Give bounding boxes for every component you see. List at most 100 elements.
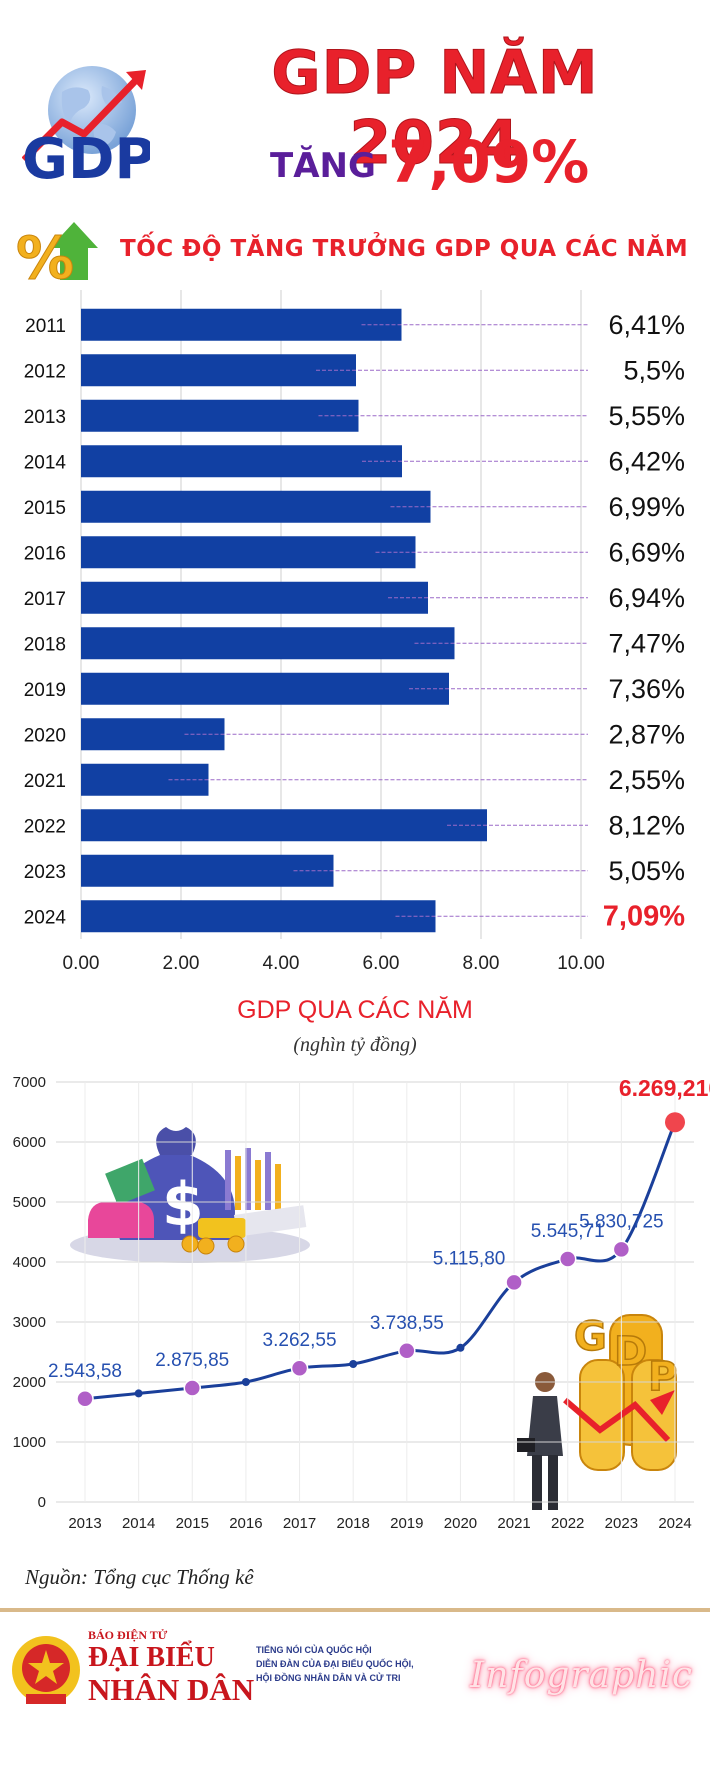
- bar-category-label: 2016: [24, 543, 66, 564]
- bar-category-label: 2022: [24, 816, 66, 837]
- brand-line-1: BÁO ĐIỆN TỬ: [88, 1628, 168, 1642]
- data-point: [398, 1342, 416, 1360]
- bar: [81, 308, 402, 341]
- point-value-label: 2.875,85: [155, 1350, 229, 1371]
- bar-category-label: 2013: [24, 407, 66, 428]
- subtitle: TĂNG 7,09%: [270, 128, 670, 198]
- y-tick-label: 7000: [13, 1074, 46, 1091]
- bar: [81, 399, 359, 432]
- y-tick-label: 4000: [13, 1254, 46, 1271]
- x-tick-label: 2016: [229, 1515, 262, 1532]
- y-tick-label: 0: [38, 1494, 46, 1511]
- bar: [81, 718, 225, 751]
- bar: [81, 854, 334, 887]
- y-tick-label: 3000: [13, 1314, 46, 1331]
- point-value-label: 2.543,58: [48, 1361, 122, 1382]
- subtitle-value: 7,09%: [388, 128, 590, 196]
- bar: [81, 672, 449, 705]
- gdp-globe-logo: GDP: [22, 66, 150, 190]
- growth-chart-title: TỐC ĐỘ TĂNG TRƯỞNG GDP QUA CÁC NĂM: [120, 236, 689, 262]
- data-point: [241, 1378, 250, 1386]
- bar-value-label: 6,94%: [608, 583, 685, 613]
- bar-category-label: 2018: [24, 634, 66, 655]
- money-bag-illustration: $: [70, 1127, 310, 1263]
- data-point: [349, 1360, 358, 1368]
- bar-category-label: 2019: [24, 680, 66, 701]
- point-value-label: 5.830,725: [579, 1211, 664, 1232]
- data-point: [290, 1359, 309, 1377]
- bar-category-label: 2011: [25, 316, 66, 337]
- bar: [81, 581, 428, 614]
- bar-value-label: 7,36%: [608, 674, 685, 704]
- tagline-3: HỘI ĐỒNG NHÂN DÂN VÀ CỬ TRI: [256, 1673, 401, 1683]
- bar-category-label: 2023: [24, 862, 66, 883]
- bar-category-label: 2024: [24, 907, 67, 928]
- x-tick-label: 0.00: [63, 953, 100, 970]
- data-point: [134, 1389, 143, 1398]
- x-tick-label: 2015: [176, 1515, 209, 1532]
- bar-category-label: 2012: [24, 361, 66, 382]
- data-point: [612, 1240, 631, 1259]
- x-tick-label: 2021: [497, 1515, 530, 1532]
- bar-value-label: 6,41%: [608, 310, 685, 340]
- bar-category-label: 2015: [24, 498, 66, 519]
- bar-category-label: 2017: [24, 589, 66, 610]
- bar-value-label: 6,69%: [608, 537, 685, 567]
- bar-value-label: 5,05%: [608, 856, 685, 886]
- bar-category-label: 2021: [24, 771, 66, 792]
- bar-value-label: 5,5%: [623, 355, 685, 385]
- point-value-label: 5.545,71: [531, 1221, 605, 1242]
- x-tick-label: 2024: [658, 1515, 691, 1532]
- bar: [81, 490, 431, 523]
- point-value-label: 6.269,210: [619, 1075, 710, 1101]
- bar: [81, 445, 402, 478]
- bar-category-label: 2014: [24, 452, 67, 473]
- tagline-1: TIẾNG NÓI CỦA QUỐC HỘI: [256, 1645, 372, 1655]
- data-point: [665, 1112, 685, 1133]
- svg-text:G: G: [574, 1314, 607, 1360]
- x-tick-label: 8.00: [463, 953, 500, 970]
- bar-value-label: 8,12%: [608, 810, 685, 840]
- x-tick-label: 6.00: [363, 953, 400, 970]
- x-tick-label: 2019: [390, 1515, 423, 1532]
- bar-value-label: 2,87%: [608, 719, 685, 749]
- point-value-label: 3.262,55: [263, 1330, 337, 1351]
- bar-value-label: 6,99%: [608, 492, 685, 522]
- point-value-label: 3.738,55: [370, 1313, 444, 1334]
- bar-category-label: 2020: [24, 725, 66, 746]
- svg-text:%: %: [16, 224, 74, 284]
- data-point: [505, 1273, 523, 1292]
- y-tick-label: 2000: [13, 1374, 46, 1391]
- bar: [81, 900, 436, 933]
- tagline-2: DIỄN ĐÀN CỦA ĐẠI BIỂU QUỐC HỘI,: [256, 1659, 414, 1669]
- data-point: [558, 1250, 577, 1268]
- brand-line-2: ĐẠI BIỂU: [88, 1642, 215, 1673]
- x-tick-label: 2020: [444, 1515, 477, 1532]
- y-tick-label: 1000: [13, 1434, 46, 1451]
- x-tick-label: 2013: [68, 1515, 101, 1532]
- gdp-chart-unit: (nghìn tỷ đồng): [293, 1034, 417, 1056]
- infographic-watermark: Infographic: [470, 1655, 694, 1696]
- x-tick-label: 2023: [605, 1515, 638, 1532]
- data-point: [456, 1343, 465, 1352]
- bar-value-label: 7,09%: [603, 900, 685, 932]
- national-emblem-logo: [12, 1636, 80, 1704]
- page-title: GDP NĂM 2024: [271, 38, 599, 179]
- bar-value-label: 6,42%: [608, 446, 685, 476]
- x-tick-label: 10.00: [557, 953, 605, 970]
- brand-line-3: NHÂN DÂN: [88, 1672, 255, 1707]
- bar: [81, 627, 455, 660]
- subtitle-prefix: TĂNG: [270, 146, 376, 186]
- growth-bar-chart: 0.00 2.00 4.00 6.00 8.00 10.00 2011 6,41% 2012 5,…: [24, 290, 685, 970]
- point-value-label: 5.115,80: [433, 1248, 506, 1269]
- x-tick-label: 2018: [336, 1515, 369, 1532]
- bar-value-label: 5,55%: [608, 401, 685, 431]
- bar-value-label: 7,47%: [608, 628, 685, 658]
- gdp-chart-title: GDP QUA CÁC NĂM: [237, 996, 473, 1024]
- data-point: [76, 1390, 94, 1408]
- bar: [81, 809, 487, 842]
- bar: [81, 536, 416, 569]
- x-tick-label: 2.00: [163, 953, 200, 970]
- svg-text:$: $: [162, 1170, 204, 1240]
- bar-value-label: 2,55%: [608, 765, 685, 795]
